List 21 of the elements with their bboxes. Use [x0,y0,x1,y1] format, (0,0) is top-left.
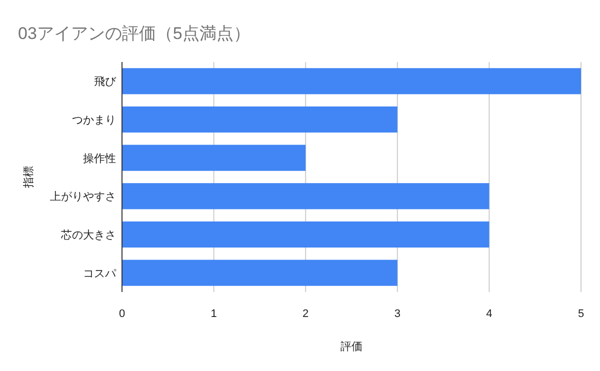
y-tick-label: 飛び [94,76,117,88]
x-tick-label: 5 [578,308,584,320]
chart-title: 03アイアンの評価（5点満点） [18,24,250,43]
y-tick-label: 操作性 [83,152,116,165]
x-tick-label: 4 [486,308,492,320]
x-tick-label: 1 [210,308,217,320]
y-axis-title: 指標 [23,166,35,189]
y-tick-label: つかまり [72,114,116,126]
y-tick-label: コスパ [83,268,117,280]
bar [122,221,490,248]
y-tick-label: 上がりやすさ [50,190,116,204]
bar [122,68,581,94]
x-tick-label: 0 [118,308,126,320]
bar [122,106,398,133]
y-tick-label: 芯の大きさ [60,228,116,242]
x-axis-title: 評価 [340,340,362,353]
bar [122,260,398,286]
x-tick-label: 2 [302,308,309,320]
bar [122,183,490,210]
bar [122,144,306,171]
x-tick-label: 3 [394,308,400,320]
